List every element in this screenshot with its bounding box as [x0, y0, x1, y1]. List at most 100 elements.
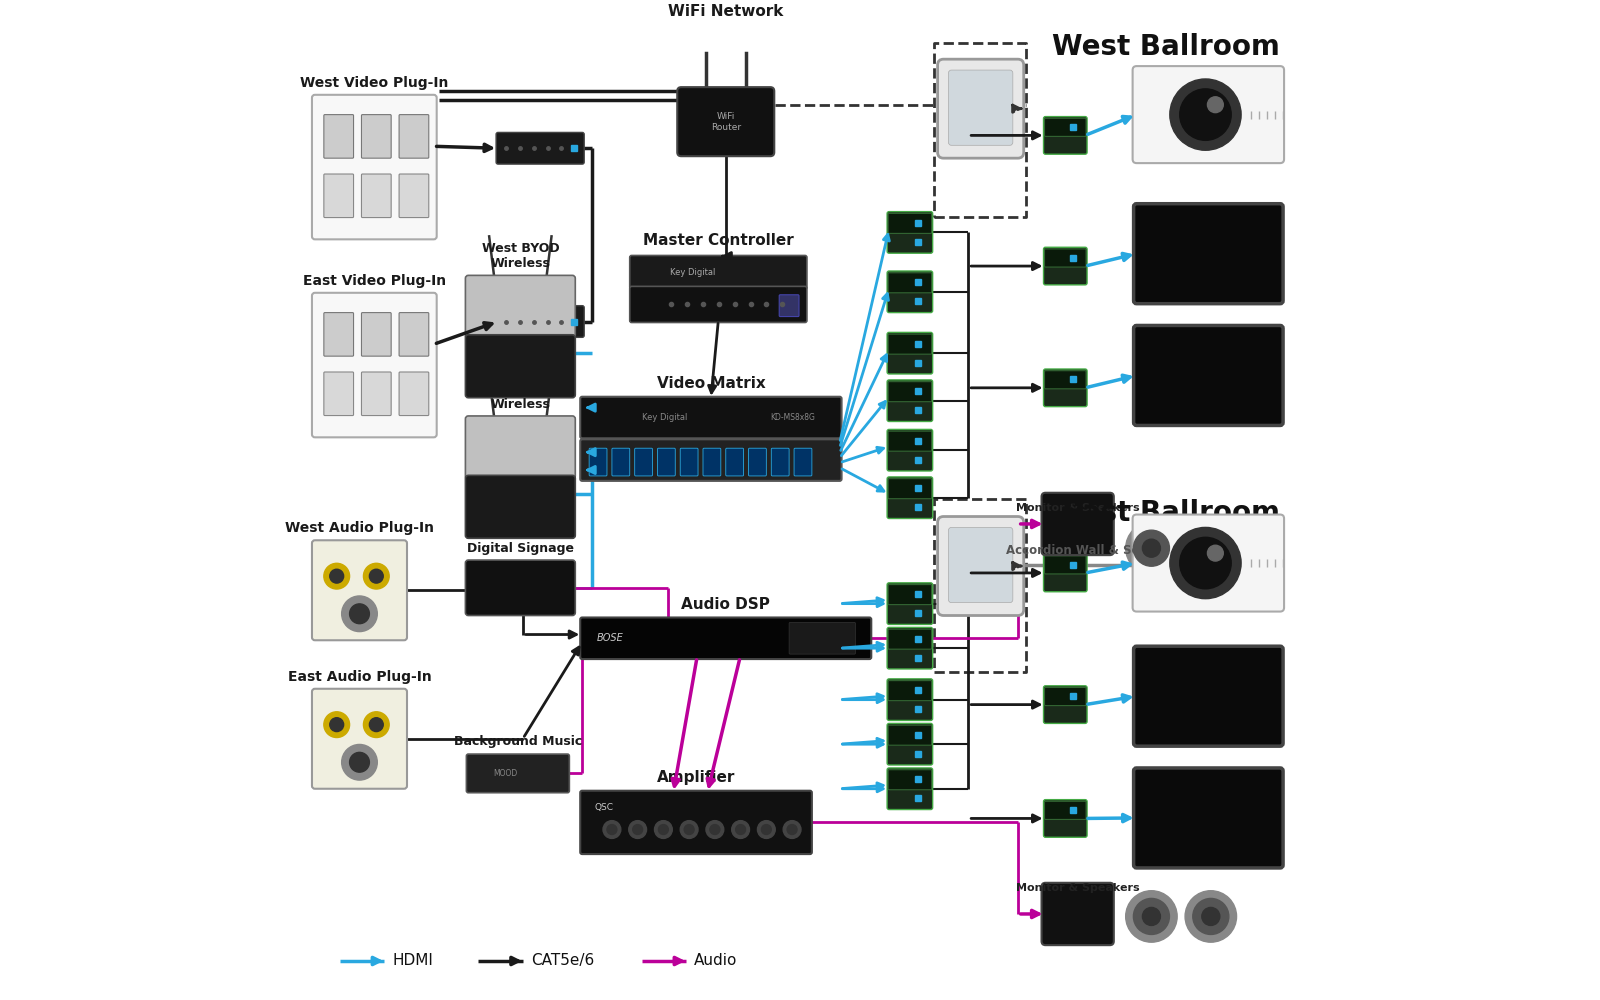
Circle shape — [1194, 530, 1229, 566]
FancyBboxPatch shape — [1134, 768, 1283, 868]
FancyBboxPatch shape — [312, 689, 406, 789]
FancyBboxPatch shape — [581, 439, 842, 481]
Text: Audio DSP: Audio DSP — [682, 597, 770, 612]
Text: iPad: iPad — [965, 120, 995, 133]
FancyBboxPatch shape — [886, 627, 933, 669]
FancyBboxPatch shape — [888, 770, 931, 790]
Circle shape — [1202, 539, 1219, 557]
FancyBboxPatch shape — [466, 335, 576, 398]
FancyBboxPatch shape — [789, 622, 856, 654]
FancyBboxPatch shape — [581, 791, 811, 854]
FancyBboxPatch shape — [680, 448, 698, 476]
Circle shape — [1170, 527, 1242, 599]
Text: MOOD: MOOD — [493, 769, 517, 778]
FancyBboxPatch shape — [323, 115, 354, 158]
FancyBboxPatch shape — [312, 540, 406, 640]
Text: Master Controller: Master Controller — [643, 233, 794, 248]
FancyBboxPatch shape — [398, 372, 429, 416]
Text: HDMI: HDMI — [392, 953, 434, 968]
Text: Key Digital: Key Digital — [642, 413, 686, 422]
Circle shape — [1170, 79, 1242, 150]
Circle shape — [1126, 891, 1178, 942]
FancyBboxPatch shape — [398, 174, 429, 218]
Text: Monitor & Speakers: Monitor & Speakers — [1016, 503, 1139, 513]
FancyBboxPatch shape — [888, 681, 931, 701]
FancyBboxPatch shape — [581, 617, 872, 659]
Circle shape — [349, 752, 370, 772]
FancyBboxPatch shape — [779, 295, 798, 317]
Circle shape — [323, 563, 349, 589]
FancyBboxPatch shape — [886, 477, 933, 518]
FancyBboxPatch shape — [702, 448, 722, 476]
FancyBboxPatch shape — [1045, 371, 1086, 389]
Circle shape — [349, 604, 370, 624]
Text: iPad: iPad — [965, 577, 995, 590]
Circle shape — [330, 569, 344, 583]
FancyBboxPatch shape — [886, 723, 933, 765]
Circle shape — [710, 825, 720, 834]
Circle shape — [370, 569, 384, 583]
Text: WiFi
Router: WiFi Router — [710, 112, 741, 132]
Text: West Ballroom: West Ballroom — [1053, 33, 1280, 61]
Text: Accordion Wall & Sensor: Accordion Wall & Sensor — [1006, 544, 1168, 557]
FancyBboxPatch shape — [886, 380, 933, 421]
Circle shape — [731, 821, 749, 838]
FancyBboxPatch shape — [888, 213, 931, 233]
Circle shape — [606, 825, 618, 834]
FancyBboxPatch shape — [886, 679, 933, 720]
Text: KD-MS8x8G: KD-MS8x8G — [770, 413, 814, 422]
FancyBboxPatch shape — [466, 475, 576, 538]
Text: East Ballroom: East Ballroom — [1062, 499, 1280, 527]
Text: Audio: Audio — [694, 953, 738, 968]
FancyBboxPatch shape — [630, 286, 806, 322]
FancyBboxPatch shape — [398, 313, 429, 356]
Text: West Video Plug-In: West Video Plug-In — [301, 76, 448, 90]
FancyBboxPatch shape — [888, 273, 931, 293]
FancyBboxPatch shape — [1134, 325, 1283, 425]
FancyBboxPatch shape — [1045, 556, 1086, 574]
Circle shape — [685, 825, 694, 834]
Text: Monitor & Speakers: Monitor & Speakers — [1016, 883, 1139, 893]
FancyBboxPatch shape — [1133, 66, 1285, 163]
FancyBboxPatch shape — [362, 372, 390, 416]
Text: Key Digital: Key Digital — [670, 268, 715, 277]
Circle shape — [782, 821, 802, 838]
Text: East Audio Plug-In: East Audio Plug-In — [288, 670, 432, 684]
FancyBboxPatch shape — [888, 382, 931, 402]
FancyBboxPatch shape — [466, 275, 576, 338]
FancyBboxPatch shape — [886, 768, 933, 810]
Circle shape — [1202, 907, 1219, 925]
Circle shape — [1126, 522, 1178, 574]
FancyBboxPatch shape — [398, 115, 429, 158]
FancyBboxPatch shape — [323, 174, 354, 218]
FancyBboxPatch shape — [888, 725, 931, 745]
Circle shape — [1179, 537, 1232, 589]
FancyBboxPatch shape — [949, 527, 1013, 603]
Circle shape — [1208, 545, 1224, 561]
FancyBboxPatch shape — [938, 59, 1024, 158]
Circle shape — [1186, 522, 1237, 574]
FancyBboxPatch shape — [1045, 118, 1086, 136]
FancyBboxPatch shape — [362, 313, 390, 356]
Circle shape — [632, 825, 643, 834]
FancyBboxPatch shape — [1134, 204, 1283, 304]
FancyBboxPatch shape — [1042, 883, 1114, 945]
Circle shape — [342, 744, 378, 780]
Text: Control: Control — [955, 89, 1006, 102]
FancyBboxPatch shape — [611, 448, 630, 476]
Text: East BYOD
Wireless: East BYOD Wireless — [483, 383, 557, 411]
FancyBboxPatch shape — [886, 271, 933, 313]
FancyBboxPatch shape — [581, 397, 842, 438]
Circle shape — [757, 821, 776, 838]
FancyBboxPatch shape — [362, 115, 390, 158]
Circle shape — [659, 825, 669, 834]
Circle shape — [1142, 539, 1160, 557]
FancyBboxPatch shape — [466, 754, 570, 793]
Circle shape — [363, 563, 389, 589]
FancyBboxPatch shape — [1043, 800, 1086, 837]
Circle shape — [1179, 89, 1232, 140]
Text: Amplifier: Amplifier — [658, 770, 736, 785]
Text: West BYOD
Wireless: West BYOD Wireless — [482, 242, 558, 270]
FancyBboxPatch shape — [1043, 686, 1086, 723]
Text: BOSE: BOSE — [597, 633, 624, 643]
